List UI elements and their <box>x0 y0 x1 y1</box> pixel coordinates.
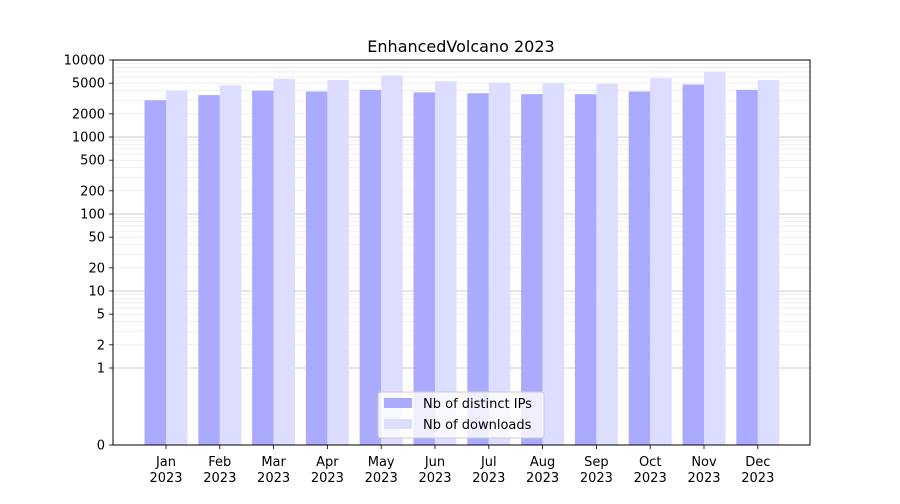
bar-distinct-ips-oct <box>628 91 651 445</box>
bar-layer <box>144 71 780 446</box>
y-tick-label: 10 <box>88 285 105 300</box>
y-tick-label: 1 <box>97 362 105 377</box>
legend-box <box>377 391 545 439</box>
y-tick-label: 10000 <box>64 54 105 69</box>
bar-downloads-sep <box>596 83 618 445</box>
legend-label-distinct-ips: Nb of distinct IPs <box>423 397 532 412</box>
x-tick-label: Jul 2023 <box>472 455 505 486</box>
bar-downloads-feb <box>219 85 242 445</box>
bar-downloads-jul <box>488 82 511 446</box>
bar-downloads-nov <box>704 71 726 445</box>
x-tick-label: Apr 2023 <box>311 455 344 486</box>
bar-distinct-ips-jul <box>467 93 489 445</box>
bar-distinct-ips-apr <box>305 91 328 445</box>
bar-downloads-jan <box>166 90 188 445</box>
x-tick-label: Jan 2023 <box>149 455 182 486</box>
y-tick-label: 2 <box>97 338 105 353</box>
axis-layer: Jan 2023 Feb 2023 Mar 2023 Apr 2023 May 2023 Jun 20… <box>64 54 775 487</box>
legend-swatch-distinct-ips <box>384 398 412 408</box>
bar-distinct-ips-jan <box>144 100 166 446</box>
bar-downloads-may <box>381 75 403 445</box>
bar-downloads-dec <box>757 79 780 446</box>
bar-downloads-mar <box>273 78 296 445</box>
bar-distinct-ips-jun <box>413 92 435 446</box>
bar-distinct-ips-feb <box>198 95 220 446</box>
y-tick-label: 500 <box>80 154 105 169</box>
y-tick-label: 5000 <box>72 77 105 92</box>
bar-distinct-ips-sep <box>574 94 597 446</box>
y-tick-label: 200 <box>80 184 105 199</box>
plot-frame <box>112 59 811 446</box>
legend-label-downloads: Nb of downloads <box>423 418 532 433</box>
y-tick-label: 0 <box>97 439 105 454</box>
bar-downloads-aug <box>542 83 565 445</box>
bar-distinct-ips-dec <box>736 89 758 445</box>
legend-swatch-downloads <box>384 419 412 429</box>
y-tick-label: 100 <box>80 208 105 223</box>
x-tick-label: Nov 2023 <box>687 455 720 486</box>
x-tick-label: Mar 2023 <box>257 455 290 486</box>
bar-downloads-apr <box>327 79 349 446</box>
bar-distinct-ips-aug <box>521 94 543 446</box>
legend: Nb of distinct IPs Nb of downloads <box>377 391 545 439</box>
chart-title: EnhancedVolcano 2023 <box>367 37 554 56</box>
y-tick-label: 20 <box>88 261 105 276</box>
x-tick-label: Oct 2023 <box>634 455 667 486</box>
y-tick-label: 5 <box>97 308 105 323</box>
y-tick-label: 2000 <box>72 107 105 122</box>
y-tick-label: 1000 <box>72 131 105 146</box>
x-tick-label: May 2023 <box>365 455 398 486</box>
bar-downloads-jun <box>435 81 457 445</box>
x-tick-label: Aug 2023 <box>526 455 559 486</box>
bar-distinct-ips-mar <box>252 90 274 445</box>
x-tick-label: Feb 2023 <box>203 455 236 486</box>
x-tick-label: Dec 2023 <box>741 455 774 486</box>
bar-downloads-oct <box>650 78 672 446</box>
bar-distinct-ips-may <box>359 89 382 445</box>
y-tick-label: 50 <box>88 231 105 246</box>
x-tick-label: Sep 2023 <box>580 455 613 486</box>
x-tick-label: Jun 2023 <box>418 455 451 486</box>
bar-distinct-ips-nov <box>682 84 704 445</box>
